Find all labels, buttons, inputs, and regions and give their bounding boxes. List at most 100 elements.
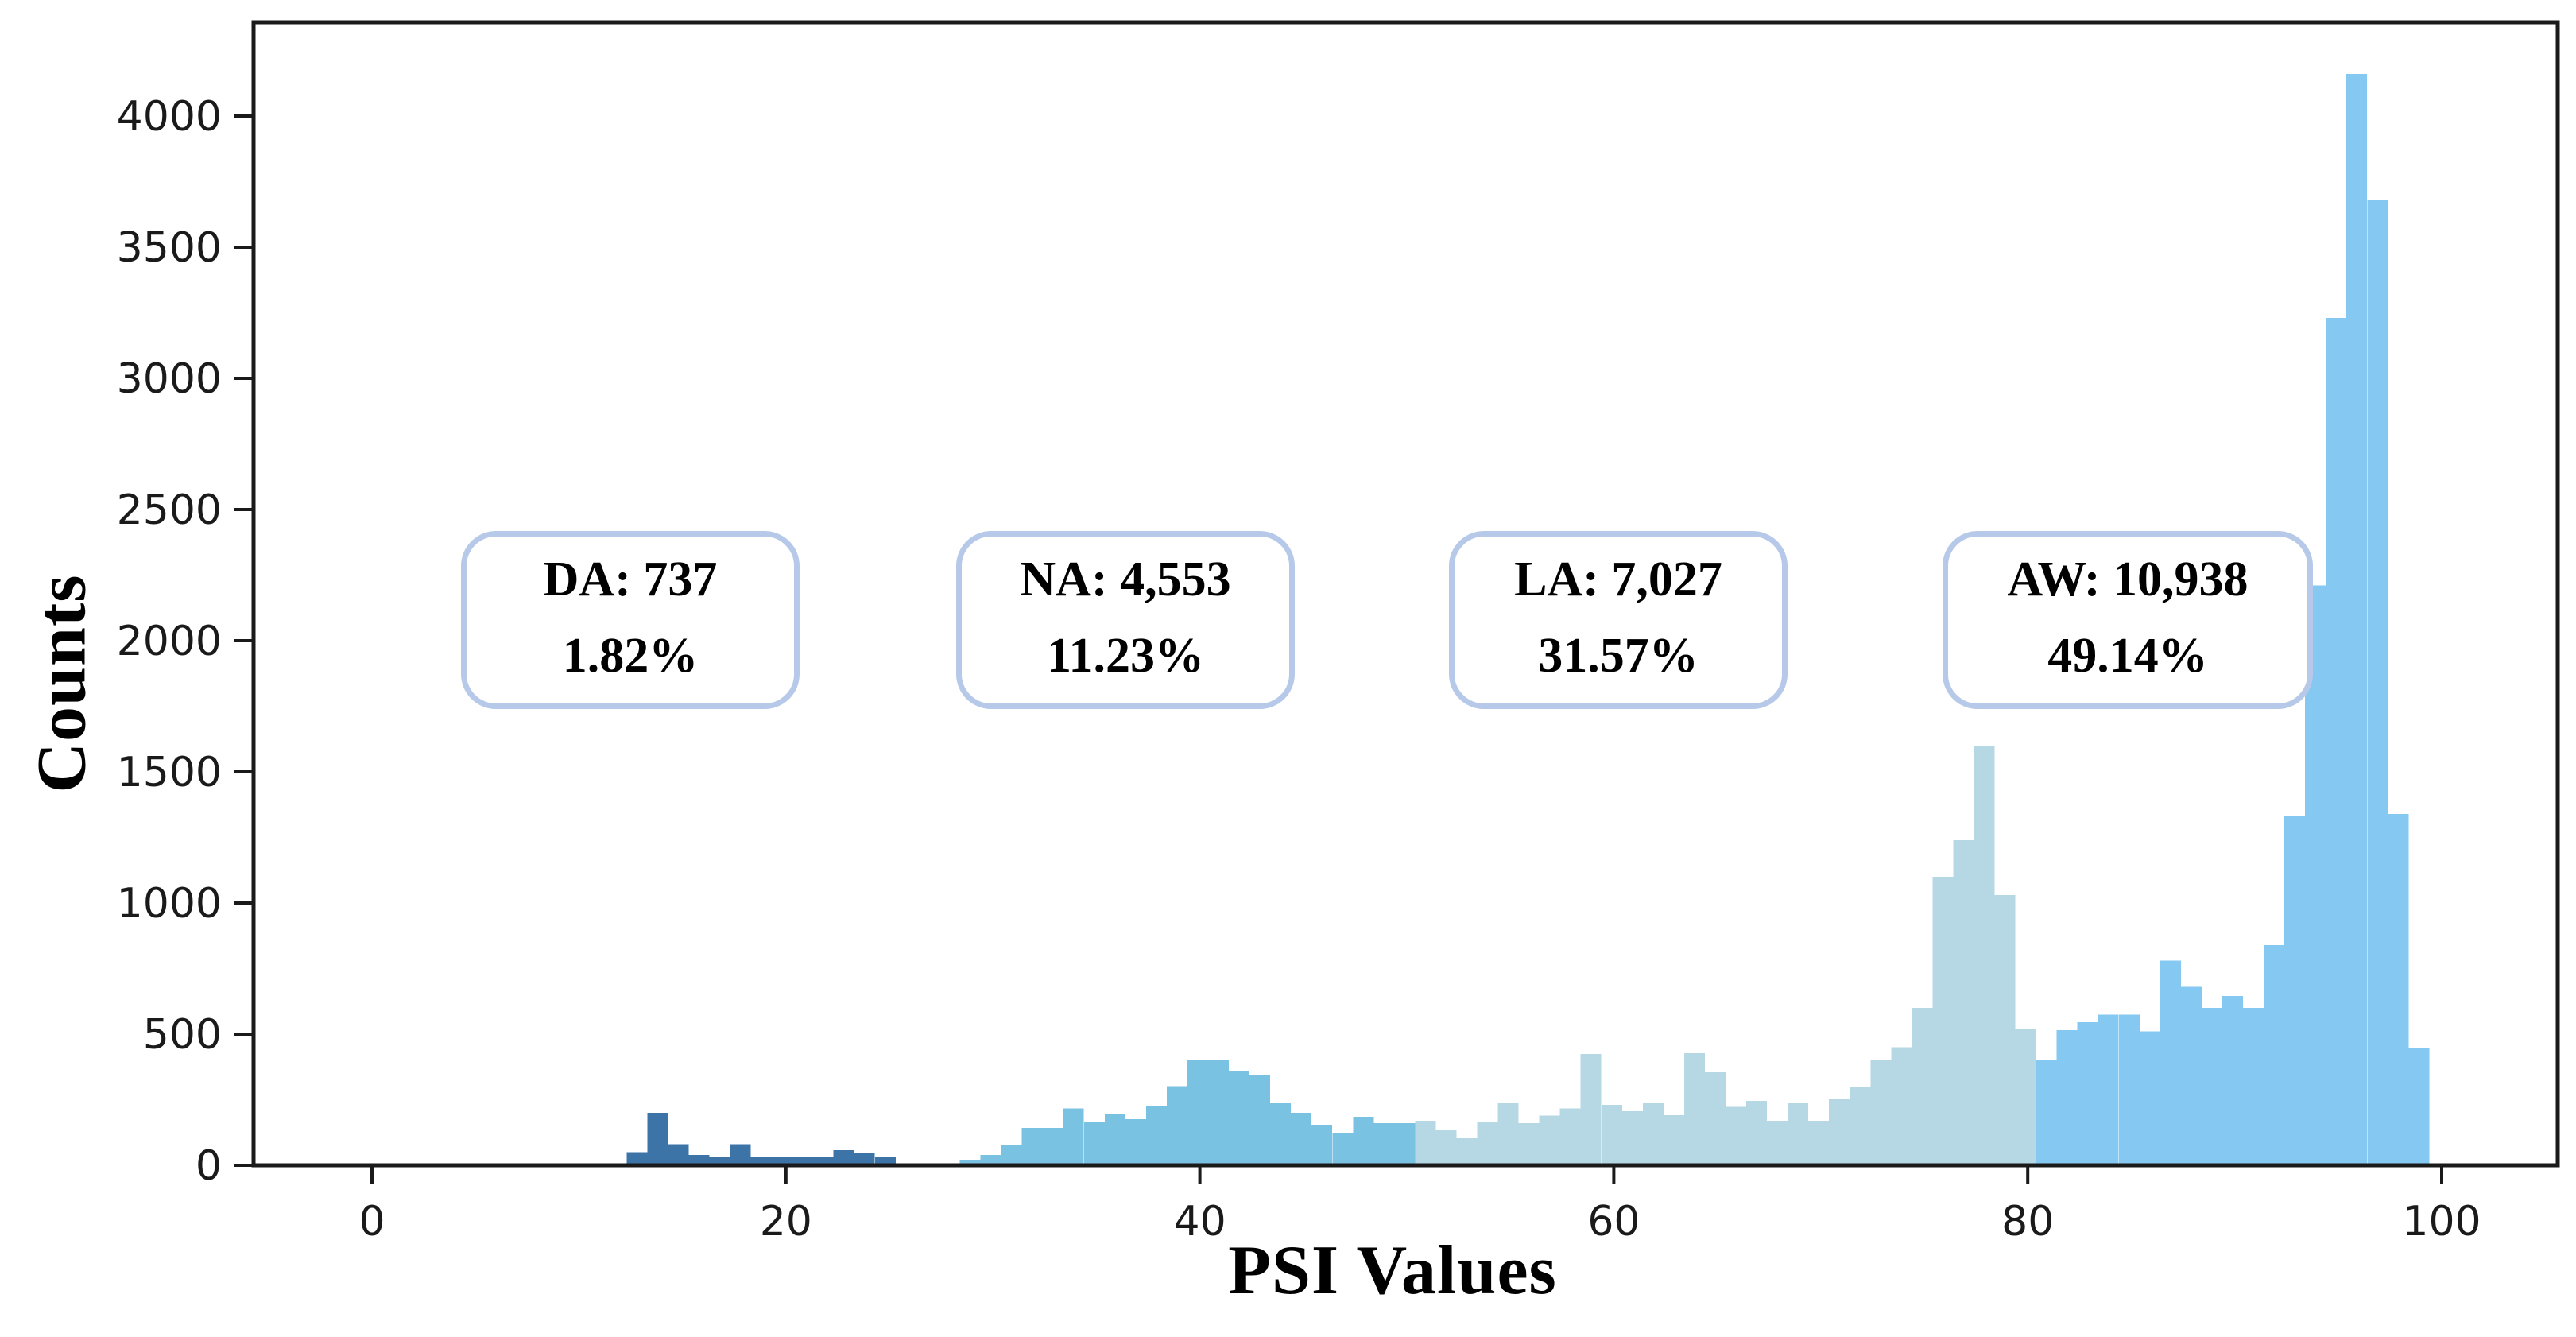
y-tick-label-2500: 2500 (117, 486, 222, 534)
annotation-na-percent: 11.23% (1046, 629, 1205, 683)
bar-aw-4 (2118, 1014, 2140, 1166)
x-tick-label-60: 60 (1587, 1198, 1640, 1246)
bar-la-4 (1497, 1103, 1519, 1165)
y-tick-label-4000: 4000 (117, 93, 222, 141)
bar-aw-16 (2367, 200, 2388, 1166)
bar-aw-1 (2056, 1030, 2078, 1165)
bar-da-4 (709, 1157, 730, 1165)
bar-la-3 (1477, 1122, 1498, 1165)
bar-aw-15 (2346, 74, 2368, 1166)
bar-la-0 (1415, 1120, 1436, 1165)
bar-da-6 (750, 1157, 772, 1165)
bar-la-29 (2015, 1029, 2036, 1165)
bar-da-8 (792, 1157, 813, 1165)
bar-la-2 (1456, 1138, 1478, 1165)
x-axis-ticks: 0 20 40 60 80 100 (358, 1165, 2481, 1246)
bar-da-0 (626, 1152, 648, 1165)
annotation-aw-percent: 49.14% (2047, 629, 2208, 683)
bar-la-16 (1746, 1100, 1768, 1165)
bar-na-6 (1083, 1121, 1105, 1165)
annotation-na: NA: 4,553 11.23% (956, 531, 1295, 709)
bar-da-10 (833, 1149, 854, 1165)
bar-la-13 (1683, 1052, 1705, 1165)
bar-da-9 (812, 1157, 834, 1165)
bar-na-19 (1353, 1117, 1374, 1165)
x-tick-label-80: 80 (2001, 1198, 2054, 1246)
bar-la-21 (1850, 1087, 1871, 1165)
x-tick-label-100: 100 (2402, 1198, 2481, 1246)
bar-na-7 (1104, 1114, 1125, 1165)
x-axis-title: PSI Values (1228, 1232, 1557, 1309)
bar-na-17 (1311, 1124, 1333, 1165)
bar-la-26 (1953, 839, 1974, 1165)
plot-border (251, 20, 2560, 1168)
bar-na-1 (980, 1154, 1001, 1165)
bar-na-3 (1021, 1127, 1043, 1165)
bar-aw-14 (2326, 318, 2347, 1166)
bar-aw-8 (2201, 1008, 2222, 1165)
bar-aw-9 (2222, 996, 2243, 1165)
bar-la-8 (1580, 1053, 1602, 1166)
bar-na-11 (1187, 1060, 1208, 1165)
y-tick-label-0: 0 (196, 1142, 222, 1190)
x-tick-label-20: 20 (760, 1198, 812, 1246)
annotation-da-count: DA: 737 (543, 552, 718, 606)
bar-aw-5 (2139, 1031, 2160, 1165)
bar-la-25 (1932, 877, 1954, 1165)
bar-la-24 (1912, 1008, 1933, 1165)
bar-la-10 (1621, 1111, 1643, 1165)
bar-aw-7 (2180, 986, 2202, 1165)
bar-la-17 (1767, 1120, 1788, 1165)
bar-da-2 (668, 1144, 689, 1165)
bar-na-20 (1373, 1122, 1395, 1165)
bar-la-15 (1726, 1106, 1746, 1165)
bar-la-22 (1870, 1060, 1892, 1165)
bar-na-0 (959, 1160, 981, 1165)
annotation-la-count: LA: 7,027 (1514, 552, 1722, 606)
bar-la-27 (1974, 746, 1995, 1165)
bar-la-1 (1435, 1130, 1457, 1165)
bar-na-10 (1166, 1086, 1187, 1165)
bar-aw-0 (2036, 1060, 2057, 1165)
annotation-la-percent: 31.57% (1538, 629, 1699, 683)
y-tick-label-3500: 3500 (117, 224, 222, 272)
bar-la-19 (1808, 1120, 1830, 1165)
bar-na-12 (1208, 1060, 1229, 1165)
y-tick-label-1500: 1500 (117, 749, 222, 796)
annotation-aw-count: AW: 10,938 (2007, 552, 2249, 606)
bar-aw-10 (2243, 1008, 2264, 1165)
bar-la-18 (1788, 1102, 1809, 1165)
bar-na-16 (1291, 1113, 1312, 1165)
bar-aw-6 (2160, 960, 2181, 1165)
bar-da-11 (854, 1153, 875, 1165)
bar-aw-11 (2264, 944, 2285, 1165)
y-tick-label-1000: 1000 (117, 880, 222, 928)
bar-na-9 (1145, 1106, 1167, 1166)
bar-la-5 (1518, 1122, 1540, 1165)
annotation-na-count: NA: 4,553 (1020, 552, 1231, 606)
bar-na-4 (1042, 1127, 1063, 1165)
bar-da-5 (730, 1144, 751, 1165)
bar-na-5 (1063, 1108, 1084, 1165)
bar-aw-3 (2098, 1014, 2119, 1166)
bar-la-12 (1663, 1115, 1684, 1165)
bar-na-8 (1125, 1118, 1146, 1165)
x-tick-label-40: 40 (1174, 1198, 1226, 1246)
bar-na-13 (1229, 1070, 1250, 1165)
y-axis-ticks: 0 500 1000 1500 2000 2500 3000 3500 4000 (117, 93, 254, 1190)
bar-la-23 (1891, 1047, 1912, 1165)
bar-na-14 (1249, 1074, 1271, 1165)
bar-aw-18 (2408, 1048, 2430, 1165)
axes-spines (251, 20, 2560, 1168)
annotation-aw: AW: 10,938 49.14% (1943, 531, 2313, 709)
bar-da-12 (874, 1157, 896, 1165)
bar-na-18 (1332, 1133, 1354, 1165)
y-tick-label-3000: 3000 (117, 355, 222, 403)
bar-la-11 (1642, 1103, 1664, 1165)
bar-la-6 (1539, 1115, 1560, 1165)
bar-da-1 (647, 1113, 668, 1165)
bar-da-7 (771, 1157, 792, 1165)
bar-la-9 (1601, 1104, 1622, 1165)
